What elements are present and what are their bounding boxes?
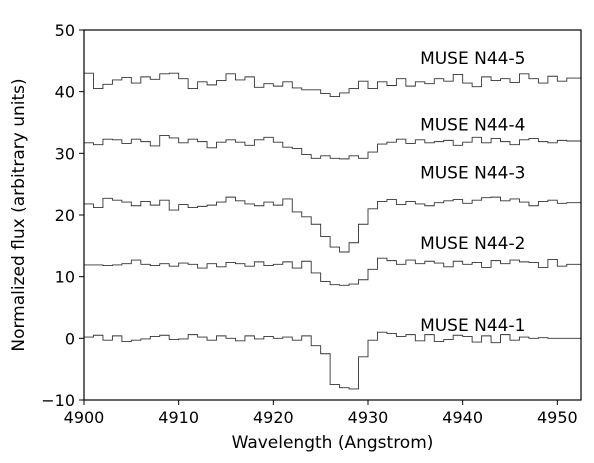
series-label-5: MUSE N44-5: [420, 49, 525, 69]
series-line-3: [84, 196, 581, 253]
x-axis-title: Wavelength (Angstrom): [232, 433, 434, 453]
y-axis-title: Normalized flux (arbitrary units): [9, 78, 29, 351]
series-line-1: [84, 331, 581, 390]
y-tick-label: 10: [55, 268, 75, 287]
x-tick-label: 4940: [442, 408, 483, 427]
y-axis-ticks: −10 0 10 20 30 40 50: [41, 21, 84, 410]
x-tick-label: 4910: [158, 408, 199, 427]
y-tick-label: 40: [55, 83, 75, 102]
x-tick-label: 4950: [537, 408, 578, 427]
y-tick-label: −10: [41, 391, 75, 410]
x-axis-ticks: 4900 4910 4920 4930 4940 4950: [64, 400, 578, 427]
series-labels: MUSE N44-1 MUSE N44-2 MUSE N44-3 MUSE N44-4…: [420, 49, 525, 336]
x-tick-label: 4930: [348, 408, 389, 427]
series-line-5: [84, 72, 581, 98]
y-tick-label: 50: [55, 21, 75, 40]
series-label-3: MUSE N44-3: [420, 164, 525, 184]
x-tick-label: 4900: [64, 408, 105, 427]
series-line-2: [84, 257, 581, 286]
plot-frame: [83, 29, 582, 401]
x-tick-label: 4920: [253, 408, 294, 427]
series-layer: [84, 72, 581, 390]
series-label-4: MUSE N44-4: [420, 116, 525, 136]
series-line-4: [84, 135, 581, 160]
y-tick-label: 0: [65, 329, 75, 348]
series-label-1: MUSE N44-1: [420, 316, 525, 336]
y-tick-label: 20: [55, 206, 75, 225]
series-label-2: MUSE N44-2: [420, 234, 525, 254]
y-tick-label: 30: [55, 144, 75, 163]
